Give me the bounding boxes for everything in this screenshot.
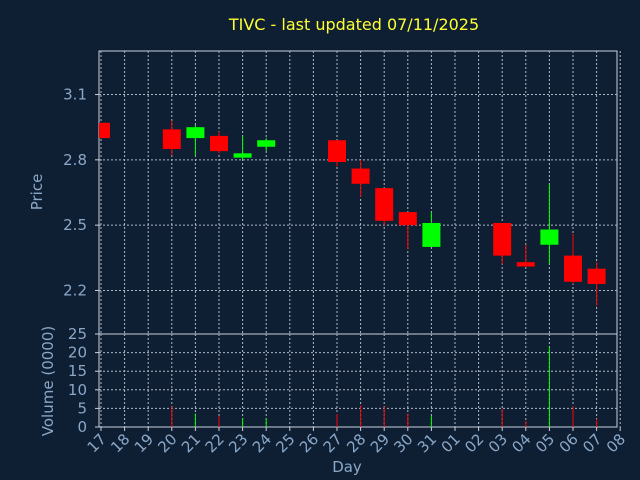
candle-body [540, 229, 559, 245]
x-tick-label: 30 [390, 430, 416, 456]
candle-body [564, 255, 582, 282]
price-tick-label: 2.5 [63, 216, 87, 234]
x-tick-label: 23 [225, 430, 251, 456]
price-panel: 2.2 2.5 2.8 3.1 Price [28, 50, 621, 335]
chart-title: TIVC - last updated 07/11/2025 [228, 15, 479, 34]
x-tick-label: 17 [84, 430, 110, 456]
candle-body [186, 127, 205, 139]
candle-body [587, 268, 606, 284]
x-tick-label: 18 [107, 430, 133, 456]
x-tick-label: 27 [320, 430, 346, 456]
candle-body [328, 140, 346, 163]
x-tick-label: 04 [508, 430, 534, 456]
x-axis-ticks: 1718192021222324252627282930310102030405… [84, 427, 629, 456]
candle-body [233, 153, 252, 158]
x-tick-label: 08 [603, 430, 629, 456]
x-tick-label: 19 [131, 430, 157, 456]
candle-body [257, 140, 276, 147]
price-panel-frame [98, 50, 618, 335]
volume-tick-label: 25 [68, 325, 87, 343]
price-tick-label: 2.8 [63, 151, 87, 169]
candle-body [493, 222, 512, 256]
volume-tick-label: 15 [68, 362, 87, 380]
x-tick-label: 01 [438, 430, 464, 456]
x-tick-label: 03 [485, 430, 511, 456]
x-tick-label: 24 [249, 430, 275, 456]
volume-bars [171, 347, 598, 427]
x-axis-label: Day [332, 458, 362, 476]
x-tick-label: 06 [556, 430, 582, 456]
price-grid [99, 51, 621, 334]
x-tick-label: 21 [178, 430, 204, 456]
x-tick-label: 22 [202, 430, 228, 456]
volume-tick-label: 5 [77, 399, 87, 417]
price-tick-label: 3.1 [63, 86, 87, 104]
volume-axis-label: Volume (0000) [39, 326, 57, 436]
x-tick-label: 20 [154, 430, 180, 456]
candle-body [210, 135, 228, 152]
x-tick-label: 05 [532, 430, 558, 456]
x-tick-label: 29 [367, 430, 393, 456]
candle-body [398, 212, 417, 226]
price-y-ticks: 2.2 2.5 2.8 3.1 [63, 86, 99, 299]
price-tick-label: 2.2 [63, 281, 87, 299]
volume-panel-frame [98, 333, 618, 428]
candle-body [516, 262, 535, 267]
volume-tick-label: 0 [77, 418, 87, 436]
x-tick-label: 31 [414, 430, 440, 456]
candle-body [99, 122, 110, 139]
x-tick-label: 02 [461, 430, 487, 456]
x-tick-label: 25 [272, 430, 298, 456]
volume-tick-label: 10 [68, 381, 87, 399]
x-tick-label: 28 [343, 430, 369, 456]
x-tick-label: 07 [579, 430, 605, 456]
candle-body [422, 222, 441, 247]
candle-body [162, 129, 181, 149]
candles [99, 120, 606, 306]
candle-body [375, 188, 394, 221]
price-axis-label: Price [28, 174, 46, 211]
volume-tick-label: 20 [68, 344, 87, 362]
x-tick-label: 26 [296, 430, 322, 456]
candle-body [351, 168, 370, 184]
volume-grid [99, 334, 621, 427]
